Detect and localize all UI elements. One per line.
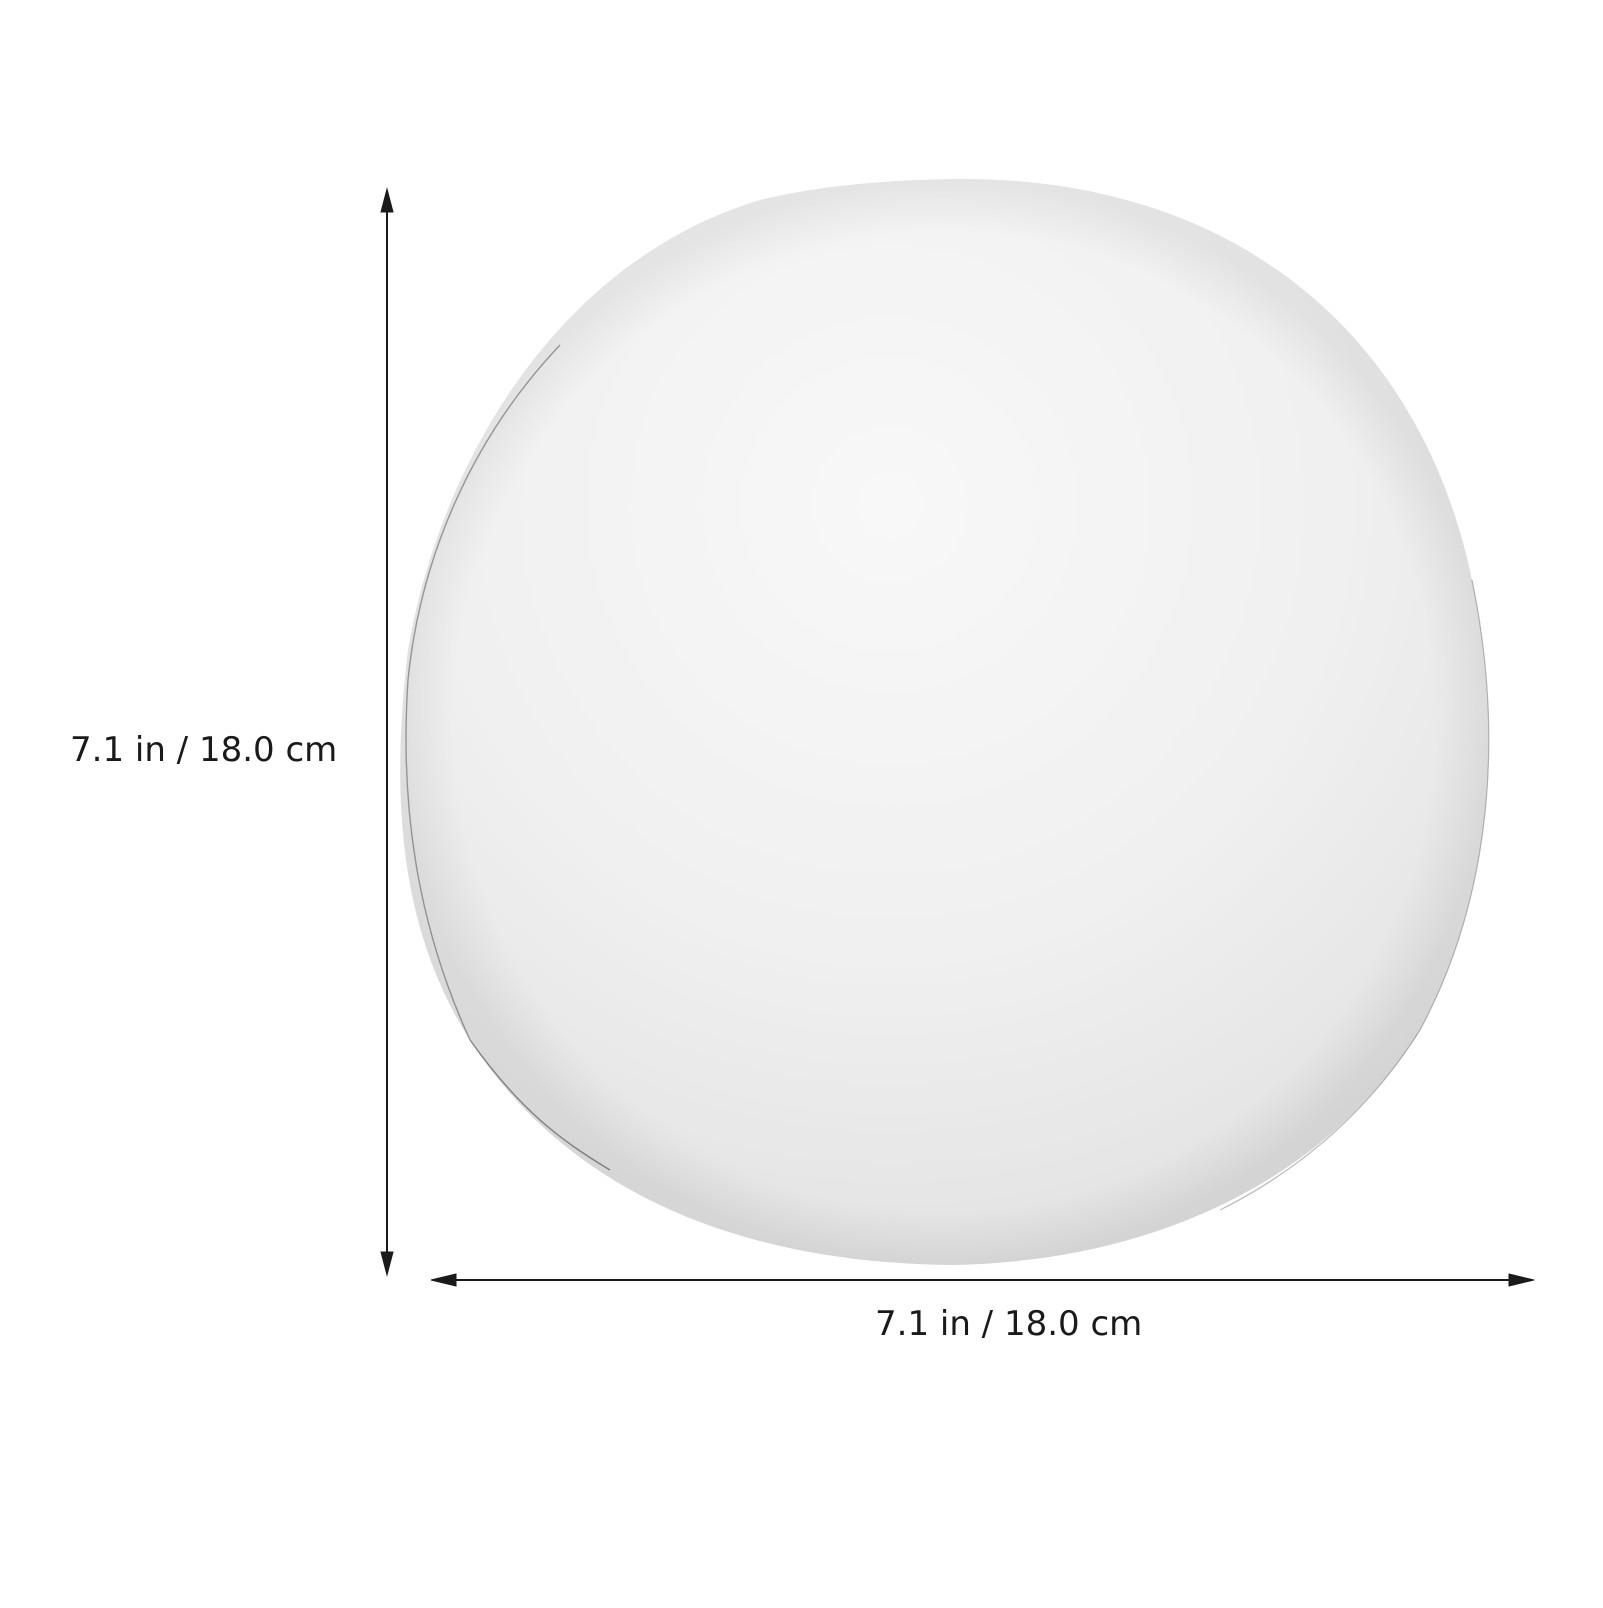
height-arrow-bottom-icon [380,1251,394,1277]
sphere-rim-shade [400,178,1489,1266]
height-arrow-top-icon [380,187,394,213]
width-arrow-right-icon [1508,1273,1535,1287]
width-arrow-left-icon [430,1273,457,1287]
height-dimension-label: 7.1 in / 18.0 cm [70,730,338,770]
height-dimension-line [380,187,394,1277]
sphere-left-edge [405,344,561,1041]
sphere-right-edge [1219,579,1490,1211]
sphere-bottom-edge [469,1039,611,1171]
sphere-product [400,178,1490,1266]
width-dimension-line [430,1273,1535,1287]
width-dimension-label: 7.1 in / 18.0 cm [875,1304,1143,1344]
